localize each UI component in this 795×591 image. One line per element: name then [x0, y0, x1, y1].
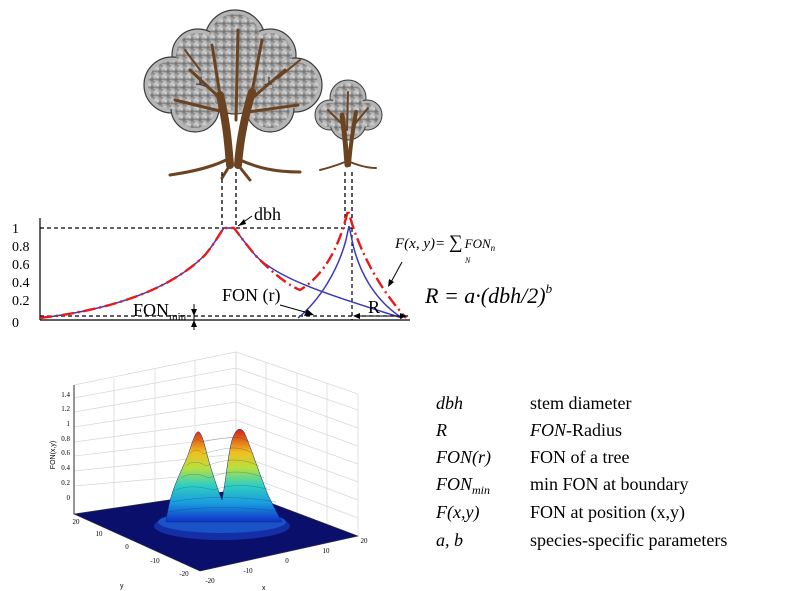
surface-y-tick: 20: [73, 518, 81, 526]
legend-desc: FON of a tree: [530, 447, 629, 467]
legend-term: FON(r): [435, 447, 491, 468]
fon-profile-chart: 1 0.8 0.6 0.4 0.2 0 dbh FON (r) FONmin R: [12, 204, 553, 331]
surface-z-tick: 1.2: [61, 405, 70, 413]
surface-y-tick: 10: [96, 530, 104, 538]
dbh-arrowhead: [238, 219, 246, 226]
legend-row: a, b species-specific parameters: [436, 530, 727, 550]
legend-row: F(x,y) FON at position (x,y): [435, 502, 685, 523]
surface-z-tick: 0.4: [61, 464, 70, 472]
surface-z-tick: 1: [67, 420, 71, 428]
legend-desc: stem diameter: [530, 393, 631, 413]
large-tree-fon-curve: [39, 227, 403, 319]
legend-term: R: [435, 420, 447, 440]
profile-tick-label: 0: [12, 316, 19, 331]
surface-y-tick: 0: [125, 543, 129, 551]
sum-formula-arrowhead: [388, 279, 394, 287]
profile-tick-label: 0.4: [12, 276, 30, 291]
sum-formula: F(x, y)= ∑ FONn: [394, 232, 496, 253]
surface-z-tick: 0.6: [61, 449, 70, 457]
surface-z-tick: 0.2: [61, 479, 70, 487]
trunk-guide-lines: [221, 172, 353, 228]
surface-z-tick: 1.4: [61, 391, 70, 399]
profile-tick-label: 0.6: [12, 258, 30, 273]
legend-row: R FON-Radius: [435, 420, 622, 440]
small-tree-fon-curve: [297, 225, 403, 319]
surface-y-tick: -10: [150, 557, 160, 565]
profile-tick-label: 0.8: [12, 240, 30, 255]
small-tree-image: [314, 79, 383, 171]
profile-tick-label: 0.2: [12, 294, 30, 309]
fon-min-arrowhead-down: [191, 309, 197, 316]
legend-term: dbh: [436, 393, 463, 413]
surface-x-tick: -10: [243, 567, 253, 575]
legend-row: FONmin min FON at boundary: [435, 474, 688, 497]
legend-row: dbh stem diameter: [436, 393, 631, 413]
summed-fon-curve: [39, 209, 407, 320]
surface-z-tick: 0: [67, 494, 71, 502]
fon-min-label: FONmin: [133, 300, 187, 323]
symbol-legend: dbh stem diameter R FON-Radius FON(r) FO…: [435, 393, 727, 550]
r-label: R: [368, 297, 380, 317]
legend-desc: FON-Radius: [529, 420, 622, 440]
legend-row: FON(r) FON of a tree: [435, 447, 629, 468]
surface-x-label: x: [262, 585, 266, 591]
legend-term: FONmin: [435, 474, 490, 497]
radius-formula: R = a·(dbh/2)b: [424, 281, 553, 308]
legend-term: a, b: [436, 530, 463, 550]
surface-x-tick: 20: [361, 537, 369, 545]
surface-x-tick: 10: [323, 547, 331, 555]
surface-z-label: FON(x,y): [50, 441, 57, 469]
surface-y-tick: -20: [179, 570, 189, 578]
r-arrowhead-right: [400, 313, 407, 319]
sum-formula-arrow: [389, 261, 403, 285]
legend-desc: min FON at boundary: [530, 474, 688, 494]
surface-x-tick: -20: [205, 577, 215, 585]
surface-y-label: y: [120, 583, 124, 590]
legend-desc: species-specific parameters: [530, 530, 727, 550]
surface-x-tick: 0: [285, 557, 289, 565]
fon-min-arrowhead-up: [191, 320, 197, 327]
dbh-label: dbh: [254, 204, 281, 224]
legend-desc: FON at position (x,y): [530, 502, 685, 523]
large-tree-image: [143, 9, 323, 182]
surface-z-tick: 0.8: [61, 435, 70, 443]
fon-r-arrowhead: [304, 309, 314, 316]
fon-surface-plot: 1.4 1.2 1 0.8 0.6 0.4 0.2 0 FON(x,y) 20 …: [50, 351, 369, 591]
r-arrowhead-left: [353, 313, 360, 319]
surface-contours: [167, 437, 281, 513]
legend-term: F(x,y): [435, 502, 479, 523]
sum-index: N: [464, 256, 471, 265]
profile-tick-label: 1: [12, 222, 19, 237]
fon-r-label: FON (r): [222, 285, 281, 306]
